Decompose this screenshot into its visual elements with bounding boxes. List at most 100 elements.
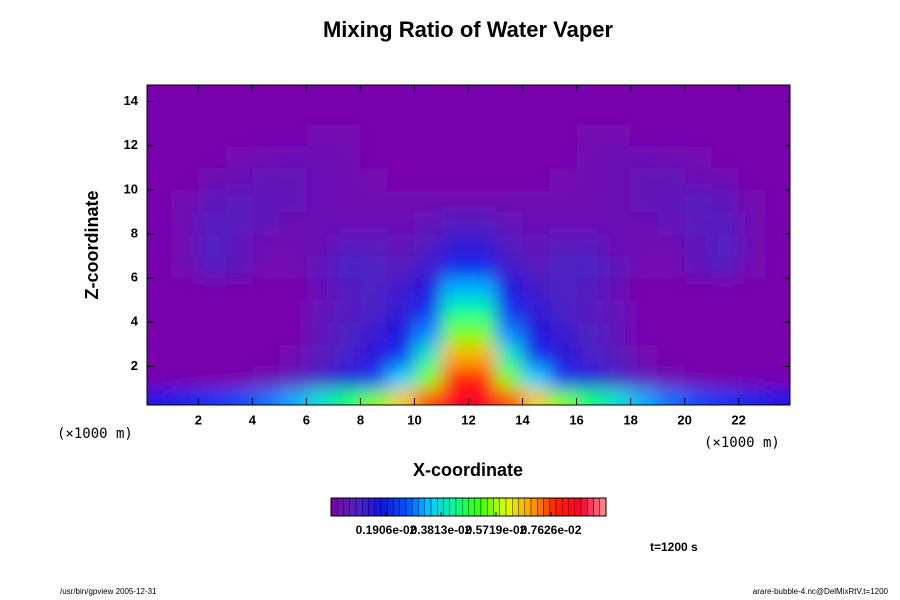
cell — [549, 322, 578, 345]
cell — [333, 366, 361, 389]
cell — [279, 366, 307, 389]
x-tick-label: 14 — [515, 412, 530, 427]
cell — [468, 322, 497, 345]
cell — [171, 211, 199, 235]
cell — [603, 85, 632, 103]
cell — [387, 322, 415, 345]
cell — [765, 167, 790, 191]
x-tick-label: 16 — [569, 412, 583, 427]
cell — [252, 322, 280, 345]
cell — [225, 300, 253, 323]
cell — [468, 344, 497, 367]
cell — [414, 278, 442, 301]
cell — [441, 344, 469, 367]
cell — [495, 167, 524, 191]
cell — [549, 344, 578, 367]
colorbar-bin — [530, 497, 538, 517]
cell — [522, 278, 551, 301]
cell — [360, 388, 388, 405]
cell — [549, 123, 578, 147]
cell — [549, 167, 578, 191]
cell — [738, 85, 767, 103]
cell — [684, 278, 713, 301]
colorbar-frame — [330, 497, 607, 517]
cell — [147, 211, 172, 235]
cell — [387, 366, 415, 389]
cell — [360, 123, 388, 147]
cell — [630, 85, 659, 103]
cell — [549, 233, 578, 257]
cell — [684, 145, 713, 169]
cell — [333, 211, 361, 235]
colorbar-bin — [574, 497, 582, 517]
y-tick-label: 6 — [131, 270, 138, 285]
cell — [306, 167, 334, 191]
cell — [171, 366, 199, 389]
cell — [711, 388, 740, 405]
cell — [468, 123, 497, 147]
cell — [549, 211, 578, 235]
cell — [468, 278, 497, 301]
cell — [225, 211, 253, 235]
cell — [360, 211, 388, 235]
cell — [684, 388, 713, 405]
cell — [252, 85, 280, 103]
cell — [630, 278, 659, 301]
cell — [225, 101, 253, 125]
cell — [522, 388, 551, 405]
cell — [360, 366, 388, 389]
colorbar-tick-label: 0.7626e-02 — [521, 523, 582, 537]
cell — [522, 233, 551, 257]
cell — [171, 344, 199, 367]
cell — [711, 233, 740, 257]
cell — [171, 85, 199, 103]
cell — [387, 85, 415, 103]
colorbar-tick-label: 0.3813e-02 — [411, 523, 472, 537]
cell — [657, 256, 686, 279]
cell — [147, 278, 172, 301]
cell — [522, 85, 551, 103]
cell — [147, 233, 172, 257]
x-axis-title: X-coordinate — [413, 460, 523, 480]
cell — [576, 211, 605, 235]
cell — [765, 300, 790, 323]
cell — [765, 123, 790, 147]
cell — [603, 101, 632, 125]
cell — [657, 145, 686, 169]
colorbar-bin — [587, 497, 594, 517]
cell — [576, 388, 605, 405]
cell — [738, 366, 767, 389]
cell — [576, 366, 605, 389]
cell — [468, 145, 497, 169]
cell — [738, 256, 767, 279]
cell — [306, 101, 334, 125]
colorbar: 0.1906e-020.3813e-020.5719e-020.7626e-02 — [330, 497, 607, 537]
cell — [684, 101, 713, 125]
cell — [306, 278, 334, 301]
cell — [252, 366, 280, 389]
cell — [711, 278, 740, 301]
cell — [147, 145, 172, 169]
cell — [603, 388, 632, 405]
cell — [576, 233, 605, 257]
cell — [711, 344, 740, 367]
cell — [630, 101, 659, 125]
cell — [495, 322, 524, 345]
cell — [147, 123, 172, 147]
cell — [198, 256, 226, 279]
cell — [684, 233, 713, 257]
colorbar-bin — [524, 497, 532, 517]
colorbar-bin — [362, 497, 369, 517]
cell — [414, 167, 442, 191]
cell — [171, 167, 199, 191]
y-tick-label: 2 — [131, 358, 138, 373]
cell — [252, 388, 280, 405]
cell — [279, 233, 307, 257]
cell — [306, 344, 334, 367]
cell — [468, 300, 497, 323]
cell — [387, 101, 415, 125]
cell — [522, 167, 551, 191]
cell — [711, 189, 740, 213]
cell — [198, 167, 226, 191]
